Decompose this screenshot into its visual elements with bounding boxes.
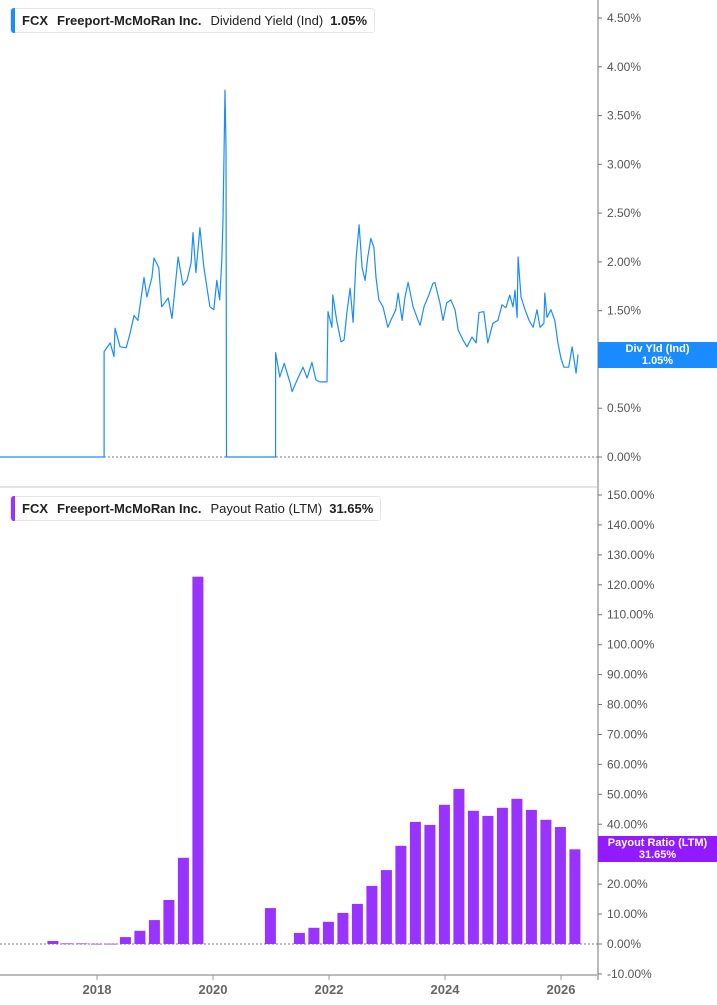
payout-y-tick-label: 150.00% (607, 488, 655, 502)
yield-tag-label: Div Yld (Ind) (625, 343, 690, 355)
payout-bars (47, 576, 581, 945)
payout-bar (380, 870, 392, 944)
yield-legend-swatch (11, 8, 15, 33)
payout-y-tick-label: 20.00% (607, 877, 648, 891)
payout-bar (424, 824, 436, 944)
payout-bar (192, 576, 204, 944)
payout-tag-value: 31.65% (638, 849, 677, 861)
payout-bar (351, 903, 363, 944)
x-tick-label: 2018 (83, 982, 112, 997)
payout-bar (47, 941, 59, 944)
legend-value: 31.65% (329, 501, 374, 516)
payout-bar (308, 927, 320, 944)
payout-bar (496, 807, 508, 944)
payout-y-ticks: -10.00%0.00%10.00%20.00%30.00%40.00%50.0… (598, 488, 655, 981)
payout-y-tick-label: 10.00% (607, 907, 648, 921)
yield-tag-value: 1.05% (641, 355, 674, 367)
payout-bar (148, 920, 160, 944)
payout-bar (90, 943, 102, 945)
yield-y-tick-label: 2.00% (607, 255, 641, 269)
payout-bar (337, 912, 349, 944)
payout-y-tick-label: 140.00% (607, 518, 655, 532)
yield-y-tick-label: 0.50% (607, 401, 641, 415)
legend-metric: Payout Ratio (LTM) (210, 501, 323, 516)
payout-legend-swatch (11, 496, 15, 521)
x-tick-label: 2022 (315, 982, 344, 997)
legend-company: Freeport-McMoRan Inc. (57, 13, 202, 28)
payout-y-tick-label: -10.00% (607, 967, 652, 981)
payout-bar (61, 943, 73, 945)
payout-bar (177, 857, 189, 944)
yield-y-tick-label: 4.00% (607, 60, 641, 74)
payout-bar (525, 809, 537, 944)
yield-y-tick-label: 2.50% (607, 206, 641, 220)
x-tick-label: 2020 (199, 982, 228, 997)
payout-bar (540, 819, 552, 944)
payout-tag-label: Payout Ratio (LTM) (607, 837, 708, 849)
payout-bar (438, 804, 450, 944)
payout-y-tick-label: 60.00% (607, 757, 648, 771)
legend-value: 1.05% (330, 13, 368, 28)
legend-ticker: FCX (22, 13, 48, 28)
yield-y-tick-label: 1.50% (607, 304, 641, 318)
payout-y-tick-label: 130.00% (607, 548, 655, 562)
legend-company: Freeport-McMoRan Inc. (57, 501, 202, 516)
payout-value-tag: Payout Ratio (LTM) 31.65% (598, 836, 717, 862)
yield-y-ticks: 0.00%0.50%1.00%1.50%2.00%2.50%3.00%3.50%… (598, 11, 641, 464)
payout-bar (163, 900, 175, 944)
payout-bar (264, 908, 276, 944)
payout-bar (569, 849, 581, 944)
yield-y-tick-label: 3.50% (607, 109, 641, 123)
payout-bar (409, 821, 421, 944)
payout-bar (453, 788, 465, 944)
dividend-yield-line (0, 89, 579, 458)
payout-y-tick-label: 50.00% (607, 787, 648, 801)
payout-bar (482, 815, 494, 944)
payout-y-tick-label: 80.00% (607, 698, 648, 712)
payout-y-tick-label: 90.00% (607, 668, 648, 682)
payout-bar (293, 932, 305, 944)
payout-bar (511, 798, 523, 944)
payout-y-tick-label: 100.00% (607, 638, 655, 652)
yield-y-tick-label: 3.00% (607, 157, 641, 171)
payout-bar (76, 943, 88, 945)
yield-legend: FCX Freeport-McMoRan Inc. Dividend Yield… (10, 8, 376, 33)
payout-y-tick-label: 40.00% (607, 817, 648, 831)
legend-ticker: FCX (22, 501, 48, 516)
x-tick-label: 2024 (431, 982, 461, 997)
payout-y-tick-label: 110.00% (607, 608, 654, 622)
payout-bar (467, 810, 479, 944)
payout-bar (119, 937, 131, 944)
x-ticks: 2018 2020 2022 2024 2026 (83, 975, 576, 997)
legend-metric: Dividend Yield (Ind) (210, 13, 324, 28)
x-tick-label: 2026 (547, 982, 576, 997)
payout-y-tick-label: 70.00% (607, 727, 648, 741)
payout-y-tick-label: 0.00% (607, 937, 641, 951)
payout-legend: FCX Freeport-McMoRan Inc. Payout Ratio (… (10, 496, 382, 521)
payout-y-tick-label: 120.00% (607, 578, 655, 592)
payout-bar (105, 943, 117, 945)
payout-bar (134, 930, 146, 944)
payout-bar (554, 827, 566, 944)
yield-y-tick-label: 0.00% (607, 450, 641, 464)
payout-bar (366, 885, 378, 944)
payout-bar (395, 845, 407, 944)
yield-value-tag: Div Yld (Ind) 1.05% (598, 342, 717, 368)
payout-bar (322, 921, 334, 944)
yield-y-tick-label: 4.50% (607, 11, 641, 25)
